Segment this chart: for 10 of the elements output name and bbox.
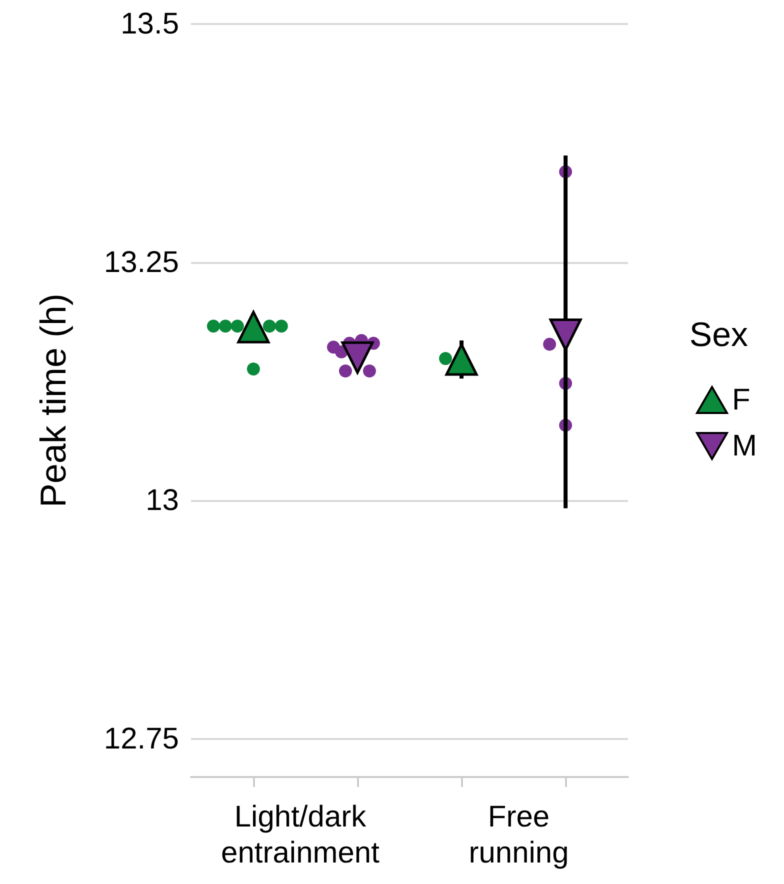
y-tick-label: 13: [146, 484, 179, 518]
x-tick-label: Light/dark entrainment: [221, 800, 380, 870]
y-tick-label: 12.75: [104, 722, 179, 756]
legend-label: M: [732, 430, 758, 462]
y-tick-label: 13.25: [104, 246, 179, 279]
y-tick-label: 13.5: [120, 8, 179, 40]
legend-label: F: [732, 384, 750, 416]
x-tick-label: Free running: [468, 800, 569, 870]
legend-title: Sex: [689, 316, 748, 354]
y-axis-title: Peak time (h): [32, 293, 74, 508]
